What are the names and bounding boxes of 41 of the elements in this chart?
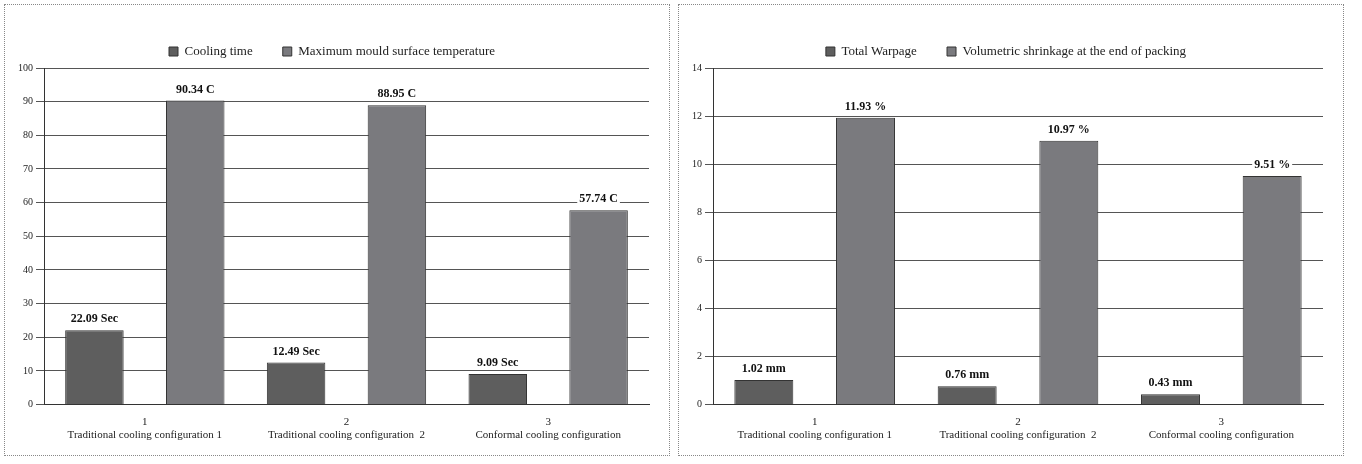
data-label: 90.34 C: [175, 81, 215, 96]
data-label: 88.95 C: [377, 86, 417, 101]
y-tick-label: 30: [23, 297, 33, 309]
y-tick-label: 80: [23, 128, 33, 140]
legend-label: Total Warpage: [841, 42, 918, 58]
y-tick-label: 40: [23, 263, 33, 275]
y-tick-label: 50: [23, 229, 33, 241]
y-tick-label: 0: [28, 398, 33, 410]
legend-label: Maximum mould surface temperature: [298, 42, 496, 58]
data-label: 11.93 %: [844, 98, 887, 113]
y-tick-label: 0: [697, 398, 702, 410]
y-tick-label: 4: [697, 302, 702, 314]
data-label: 12.49 Sec: [272, 343, 321, 358]
data-label: 9.09 Sec: [477, 355, 520, 370]
y-tick-label: 6: [697, 253, 702, 265]
legend-label: Volumetric shrinkage at the end of packing: [962, 42, 1187, 58]
y-tick-label: 8: [697, 205, 702, 217]
x-tick-label: 3 Conformal cooling configuration: [1148, 415, 1295, 441]
legend-label: Cooling time: [184, 42, 253, 58]
data-label: 1.02 mm: [741, 361, 786, 376]
data-label: 57.74 C: [579, 191, 618, 206]
x-tick-label: 3 Conformal cooling configuration: [475, 415, 622, 441]
x-tick-label: 2 Traditional cooling configuration 2: [267, 415, 426, 441]
y-tick-label: 14: [692, 61, 702, 73]
y-tick-label: 2: [697, 350, 702, 362]
data-label: 9.51 %: [1254, 157, 1291, 172]
data-label: 22.09 Sec: [70, 311, 119, 326]
y-tick-label: 100: [18, 61, 33, 73]
y-tick-label: 70: [23, 162, 33, 174]
y-tick-label: 10: [692, 157, 702, 169]
x-tick-label: 1 Traditional cooling configuration 1: [67, 415, 223, 441]
data-label: 10.97 %: [1047, 121, 1090, 136]
y-tick-label: 10: [23, 364, 33, 376]
data-label: 0.76 mm: [945, 367, 990, 382]
x-tick-label: 2 Traditional cooling configuration 2: [939, 415, 1097, 441]
y-tick-label: 12: [692, 109, 702, 121]
y-tick-label: 60: [23, 196, 33, 208]
x-tick-label: 1 Traditional cooling configuration 1: [737, 415, 892, 441]
data-label: 0.43 mm: [1148, 375, 1193, 390]
y-tick-label: 90: [23, 95, 33, 107]
y-tick-label: 20: [23, 330, 33, 342]
